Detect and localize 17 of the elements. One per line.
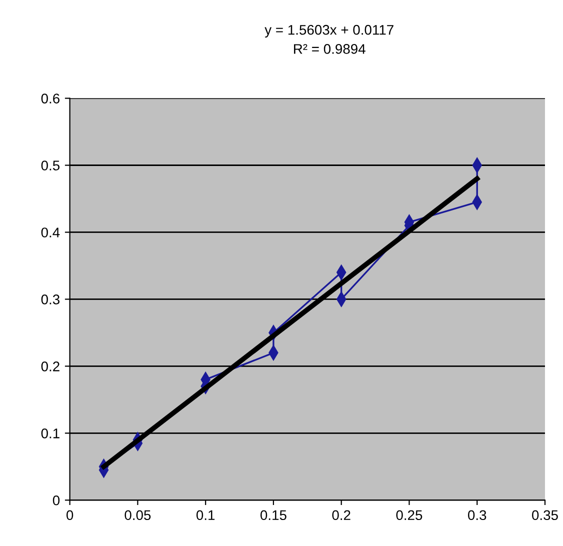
y-tick-label: 0 [52, 495, 60, 506]
x-tick-label: 0.35 [532, 510, 558, 520]
x-tick-label: 0 [66, 510, 74, 520]
text: y = 1.5603x + 0.0117 [264, 24, 394, 38]
y-tick-label: 0.5 [41, 160, 60, 170]
y-tick-label: 0.6 [41, 94, 60, 104]
x-tick-label: 0.25 [396, 510, 422, 520]
y-tick-label: 0.3 [41, 294, 60, 304]
x-tick-label: 0.1 [196, 510, 215, 520]
x-tick-label: 0.05 [124, 510, 151, 520]
x-tick-label: 0.3 [468, 510, 486, 520]
text: R² = 0.9894 [294, 44, 366, 54]
x-tick-label: 0.15 [260, 510, 286, 520]
y-tick-label: 0.1 [41, 428, 60, 438]
y-tick-label: 0.2 [41, 362, 60, 372]
x-tick-label: 0.2 [332, 510, 350, 520]
y-tick-label: 0.4 [41, 228, 60, 238]
